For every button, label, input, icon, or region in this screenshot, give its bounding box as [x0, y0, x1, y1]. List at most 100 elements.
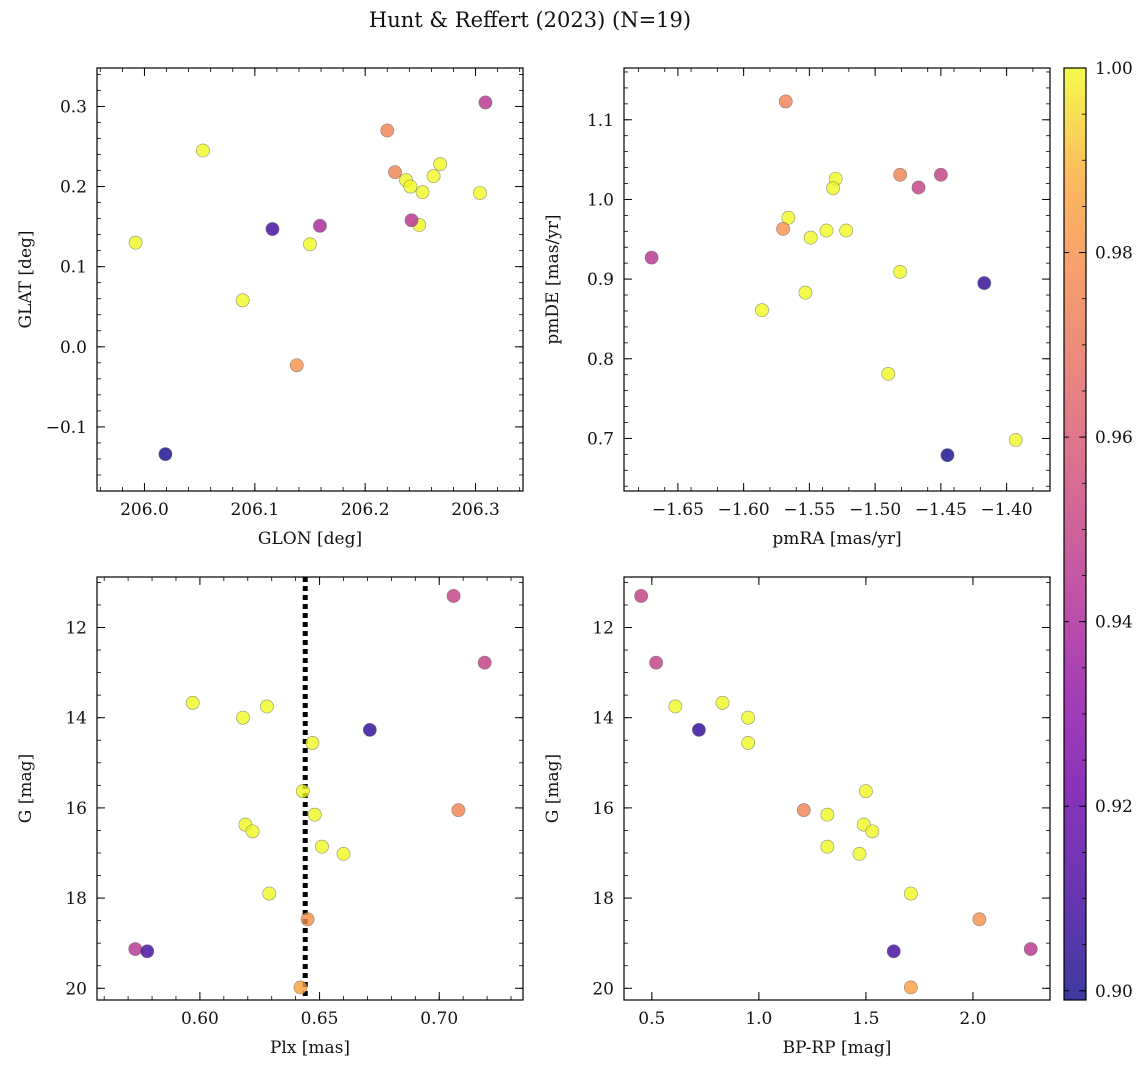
x-tick-label: 0.5: [638, 1009, 665, 1029]
data-point: [196, 143, 210, 158]
x-tick-label: 1.5: [852, 1009, 879, 1029]
x-axis-label: BP-RP [mag]: [783, 1038, 892, 1058]
data-point: [433, 157, 448, 172]
y-tick-label: −0.1: [46, 418, 87, 438]
data-point: [404, 213, 419, 228]
data-point: [451, 803, 466, 818]
data-point: [820, 839, 835, 854]
data-point: [1008, 433, 1023, 447]
x-axis-label: Plx [mas]: [270, 1038, 350, 1058]
data-point: [933, 167, 948, 182]
data-point: [803, 230, 818, 245]
y-axis-label: G [mag]: [16, 754, 36, 823]
data-point: [403, 179, 418, 194]
colorbar-tick-label: 0.94: [1095, 613, 1133, 633]
data-point: [819, 223, 834, 238]
axes-frame: [96, 576, 524, 1001]
y-tick-label: 12: [592, 619, 614, 639]
data-point: [692, 722, 706, 737]
data-point: [300, 912, 315, 927]
data-point: [796, 803, 811, 818]
data-point: [262, 886, 277, 901]
data-point: [741, 710, 756, 725]
data-point: [140, 944, 155, 959]
x-tick-label: 206.1: [230, 500, 279, 520]
y-axis-label: GLAT [deg]: [16, 230, 36, 328]
data-point: [388, 165, 402, 180]
data-point: [305, 736, 320, 750]
data-point: [293, 980, 308, 995]
data-point: [820, 807, 835, 822]
x-tick-label: 0.65: [301, 1009, 339, 1029]
data-point: [778, 94, 793, 109]
colorbar-tick-label: 0.98: [1095, 244, 1133, 264]
data-point: [634, 589, 649, 603]
colorbar: 0.90 0.92 0.94 0.96 0.98 1.00: [1063, 59, 1133, 1002]
data-point: [473, 186, 487, 200]
x-axis-label: GLON [deg]: [258, 529, 362, 549]
y-tick-label: 18: [592, 889, 614, 909]
y-tick-label: 0.8: [587, 350, 614, 370]
y-tick-label: 0.9: [587, 270, 614, 290]
data-point: [893, 265, 908, 279]
x-tick-label: 0.60: [181, 1009, 219, 1029]
data-point: [644, 250, 659, 265]
y-tick-label: 0.3: [60, 97, 87, 117]
data-point: [362, 722, 377, 737]
x-tick-label: −1.45: [915, 500, 967, 520]
y-tick-label: 20: [65, 979, 87, 999]
data-point: [798, 285, 813, 300]
data-point: [741, 736, 756, 750]
x-tick-label: −1.50: [849, 500, 901, 520]
data-point: [858, 784, 873, 799]
x-tick-label: −1.40: [981, 500, 1033, 520]
data-point: [236, 710, 250, 725]
y-axis-label: G [mag]: [543, 754, 563, 823]
data-point: [893, 167, 908, 182]
colorbar-tick-label: 0.96: [1095, 428, 1133, 448]
data-point: [260, 699, 274, 714]
data-point: [313, 218, 327, 233]
y-tick-label: 0.7: [587, 429, 614, 449]
x-tick-label: −1.60: [718, 500, 770, 520]
data-point: [886, 944, 901, 959]
x-tick-label: 206.0: [120, 500, 169, 520]
data-point: [303, 237, 317, 252]
data-point: [755, 303, 769, 318]
data-point: [415, 185, 430, 200]
data-point: [265, 222, 280, 236]
y-tick-label: 0.0: [60, 338, 87, 358]
x-tick-label: 2.0: [959, 1009, 986, 1029]
data-point: [478, 95, 493, 110]
axes-frame: [96, 67, 524, 492]
data-point: [289, 358, 304, 373]
data-point: [295, 784, 310, 799]
y-tick-label: 0.1: [60, 258, 87, 278]
panels: 206.0 206.1 206.2 206.3 −0.1 0.0 0.1 0.2 0.3 GLON…: [16, 67, 1051, 1058]
panel-cmd: 0.5 1.0 1.5 2.0 12 14 16 18 20 BP-RP [mag] G [mag]: [543, 576, 1051, 1058]
data-point: [477, 655, 492, 670]
data-point: [715, 695, 730, 710]
data-point: [852, 846, 867, 861]
data-point: [940, 448, 955, 463]
y-tick-label: 1.0: [587, 190, 614, 210]
y-tick-label: 16: [65, 799, 87, 819]
panel-glon-glat: 206.0 206.1 206.2 206.3 −0.1 0.0 0.1 0.2 0.3 GLON…: [16, 67, 524, 549]
data-point: [776, 222, 790, 236]
y-axis-label: pmDE [mas/yr]: [543, 214, 563, 344]
colorbar-tick-label: 0.92: [1095, 797, 1133, 817]
data-point: [315, 839, 329, 854]
x-tick-label: −1.65: [652, 500, 704, 520]
x-tick-label: 1.0: [745, 1009, 772, 1029]
data-point: [336, 846, 351, 861]
data-point: [972, 912, 987, 927]
x-tick-label: 206.3: [451, 500, 500, 520]
data-point: [128, 235, 143, 250]
x-tick-label: −1.55: [783, 500, 835, 520]
colorbar-tick-label: 1.00: [1095, 59, 1133, 79]
x-axis-label: pmRA [mas/yr]: [772, 529, 901, 549]
figure-title: Hunt & Reffert (2023) (N=19): [369, 8, 691, 32]
x-tick-label: 206.2: [341, 500, 390, 520]
y-tick-label: 12: [65, 619, 87, 639]
y-tick-label: 20: [592, 979, 614, 999]
